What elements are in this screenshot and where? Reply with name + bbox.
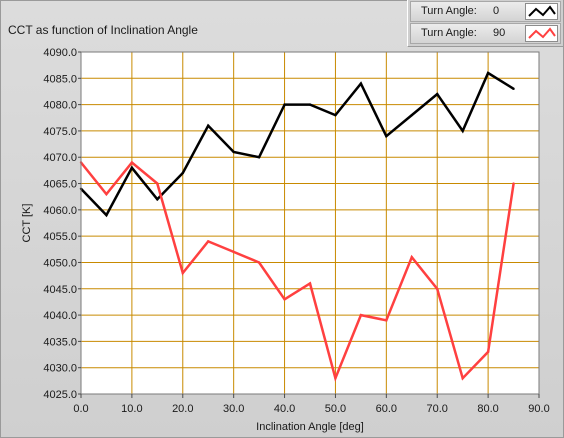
legend-item-turn-angle-90[interactable]: Turn Angle: 90 — [410, 23, 561, 44]
data-point — [156, 198, 159, 201]
x-tick-label: 80.0 — [477, 403, 498, 415]
y-tick-label: 4060.0 — [43, 205, 77, 217]
legend-value: 90 — [493, 27, 506, 39]
y-tick-label: 4045.0 — [43, 284, 77, 296]
chart-title: CCT as function of Inclination Angle — [8, 23, 198, 37]
data-point — [308, 282, 312, 285]
x-tick-label: 70.0 — [427, 403, 448, 415]
series-line-turn-angle-90 — [80, 160, 515, 383]
data-point — [385, 319, 388, 322]
plot-border — [80, 51, 540, 395]
data-point — [130, 166, 134, 169]
legend-label: Turn Angle: — [421, 27, 477, 39]
y-tick-label: 4030.0 — [43, 363, 77, 375]
y-tick-label: 4065.0 — [43, 179, 77, 191]
data-point — [512, 87, 515, 91]
data-point — [512, 182, 515, 185]
x-tick-label: 30.0 — [223, 403, 244, 415]
data-point — [461, 129, 464, 133]
x-axis-label: Inclination Angle [deg] — [256, 421, 364, 433]
data-point — [385, 134, 388, 138]
data-point — [257, 261, 261, 264]
plot-background — [81, 52, 539, 394]
series-lines — [79, 71, 515, 383]
data-point — [436, 92, 439, 96]
data-point — [181, 271, 184, 275]
y-tick-label: 4070.0 — [43, 152, 77, 164]
data-point — [232, 150, 235, 154]
data-point — [334, 113, 337, 117]
data-point — [232, 250, 235, 254]
y-tick-label: 4040.0 — [43, 310, 77, 322]
legend-label: Turn Angle: — [421, 5, 477, 17]
data-point — [207, 240, 210, 243]
x-tick-label: 60.0 — [376, 403, 397, 415]
data-point — [359, 82, 363, 85]
data-point — [283, 298, 286, 301]
data-point — [359, 313, 363, 317]
data-point — [334, 377, 337, 380]
x-tick-label: 50.0 — [325, 403, 346, 415]
y-tick-label: 4090.0 — [43, 47, 77, 59]
x-tick-label: 0.0 — [73, 403, 88, 415]
data-point — [410, 113, 413, 117]
y-tick-label: 4085.0 — [43, 73, 77, 85]
data-point — [283, 103, 286, 106]
data-point — [207, 124, 210, 127]
y-axis-label: CCT [K] — [21, 204, 33, 243]
y-tick-label: 4080.0 — [43, 100, 77, 112]
x-axis-ticks: 0.0 10.0 20.0 30.0 40.0 50.0 60.0 70.0 80.0 90.0 — [73, 394, 550, 415]
y-axis-ticks: 4025.0 4030.0 4035.0 4040.0 4045.0 4050.0 4055… — [43, 47, 81, 401]
legend: Turn Angle: 0 Turn Angle: 90 — [407, 0, 563, 47]
x-tick-label: 20.0 — [172, 403, 193, 415]
legend-swatch-red-line-icon[interactable] — [525, 25, 558, 42]
x-tick-label: 90.0 — [528, 403, 549, 415]
x-tick-label: 10.0 — [121, 403, 142, 415]
y-tick-label: 4050.0 — [43, 257, 77, 269]
data-point — [105, 213, 108, 217]
data-point — [410, 256, 413, 259]
y-tick-label: 4035.0 — [43, 336, 77, 348]
data-point — [461, 377, 464, 380]
legend-swatch-black-line-icon[interactable] — [525, 3, 558, 20]
data-point — [308, 103, 312, 106]
y-tick-label: 4025.0 — [43, 389, 77, 401]
data-point — [181, 171, 184, 175]
data-point — [486, 71, 490, 75]
x-tick-label: 40.0 — [274, 403, 295, 415]
data-point — [436, 287, 439, 290]
data-point — [486, 350, 490, 354]
legend-item-turn-angle-0[interactable]: Turn Angle: 0 — [410, 1, 561, 22]
series-line-turn-angle-0 — [80, 71, 515, 218]
y-tick-label: 4055.0 — [43, 231, 77, 243]
y-tick-label: 4075.0 — [43, 126, 77, 138]
data-point — [105, 192, 108, 196]
legend-value: 0 — [493, 5, 500, 17]
data-point — [257, 156, 261, 159]
data-point — [156, 182, 159, 185]
data-point — [130, 161, 134, 164]
